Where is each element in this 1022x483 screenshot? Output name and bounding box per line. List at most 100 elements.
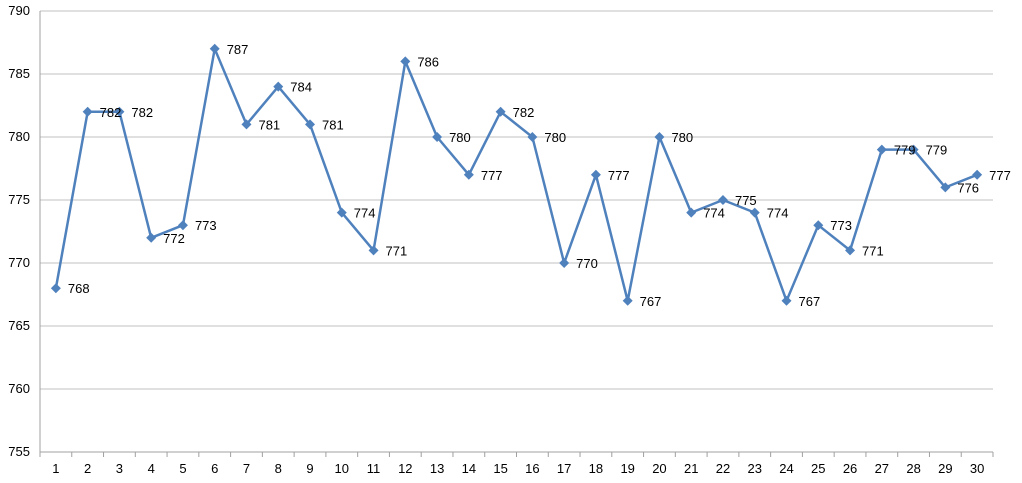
- data-label: 768: [68, 281, 90, 296]
- x-tick-label: 8: [275, 461, 282, 476]
- data-label: 781: [258, 117, 280, 132]
- x-tick-label: 16: [525, 461, 539, 476]
- data-point-marker: [686, 207, 697, 218]
- x-tick-label: 14: [462, 461, 476, 476]
- x-tick-label: 4: [148, 461, 155, 476]
- data-point-marker: [749, 207, 760, 218]
- y-tick-labels: 755 760 765 770 775 780 785 790: [8, 3, 30, 459]
- data-label: 770: [576, 256, 598, 271]
- data-label: 772: [163, 231, 185, 246]
- axes: [39, 11, 994, 457]
- x-tick-label: 20: [652, 461, 666, 476]
- data-label: 779: [926, 143, 948, 158]
- data-point-marker: [273, 81, 284, 92]
- y-tick-label: 780: [8, 129, 30, 144]
- data-label: 777: [608, 168, 630, 183]
- x-tick-label: 25: [811, 461, 825, 476]
- data-point-marker: [972, 169, 983, 180]
- data-label: 771: [862, 243, 884, 258]
- data-point-marker: [432, 132, 443, 142]
- x-tick-label: 6: [211, 461, 218, 476]
- x-tick-label: 13: [430, 461, 444, 476]
- data-point-marker: [241, 119, 252, 130]
- data-label: 780: [671, 130, 693, 145]
- x-tick-label: 3: [116, 461, 123, 476]
- data-labels: 768 782 782 772 773 787 781 784 781 774 771 786 780 7…: [68, 42, 1011, 309]
- x-tick-label: 28: [906, 461, 920, 476]
- data-point-marker: [368, 245, 379, 256]
- x-tick-label: 26: [843, 461, 857, 476]
- data-point-marker: [876, 144, 887, 155]
- data-label: 781: [322, 117, 344, 132]
- x-tick-label: 7: [243, 461, 250, 476]
- data-label: 774: [767, 206, 789, 221]
- x-tick-label: 15: [493, 461, 507, 476]
- x-tick-label: 9: [306, 461, 313, 476]
- y-tick-label: 755: [8, 444, 30, 459]
- data-label: 782: [100, 105, 122, 120]
- data-label: 780: [449, 130, 471, 145]
- y-tick-label: 765: [8, 318, 30, 333]
- x-tick-label: 10: [335, 461, 349, 476]
- data-point-marker: [908, 144, 919, 155]
- markers: [50, 43, 983, 306]
- data-point-marker: [527, 132, 538, 142]
- data-label: 787: [227, 42, 249, 57]
- data-point-marker: [463, 169, 474, 180]
- data-label: 771: [386, 243, 408, 258]
- data-label: 777: [481, 168, 503, 183]
- data-point-marker: [400, 56, 411, 67]
- x-tick-label: 21: [684, 461, 698, 476]
- x-tick-label: 1: [52, 461, 59, 476]
- data-point-marker: [717, 195, 728, 205]
- data-label: 773: [830, 218, 852, 233]
- x-tick-label: 27: [875, 461, 889, 476]
- data-label: 779: [894, 143, 916, 158]
- data-point-marker: [495, 106, 506, 117]
- data-point-marker: [845, 245, 856, 256]
- x-tick-label: 17: [557, 461, 571, 476]
- data-label: 782: [513, 105, 535, 120]
- x-tick-label: 24: [779, 461, 793, 476]
- x-tick-label: 19: [620, 461, 634, 476]
- y-tick-label: 760: [8, 381, 30, 396]
- x-tick-label: 23: [748, 461, 762, 476]
- data-label: 782: [131, 105, 153, 120]
- data-point-marker: [177, 220, 188, 231]
- data-point-marker: [50, 283, 61, 294]
- data-label: 767: [799, 294, 821, 309]
- x-tick-label: 29: [938, 461, 952, 476]
- data-label: 777: [989, 168, 1011, 183]
- data-label: 780: [544, 130, 566, 145]
- data-label: 774: [703, 206, 725, 221]
- x-tick-label: 30: [970, 461, 984, 476]
- data-point-marker: [813, 220, 824, 231]
- series-line-group: [54, 47, 978, 303]
- y-tick-label: 785: [8, 66, 30, 81]
- data-point-marker: [590, 169, 601, 180]
- data-point-marker: [940, 182, 951, 193]
- x-tick-label: 18: [589, 461, 603, 476]
- data-point-marker: [559, 258, 570, 268]
- x-tick-labels: 1 2 3 4 5 6 7 8 9 10 11 12 13 14 15 16 17 18 19 20 21 22 23 24 2…: [52, 461, 984, 476]
- y-tick-label: 770: [8, 255, 30, 270]
- data-label: 774: [354, 206, 376, 221]
- data-label: 776: [957, 180, 979, 195]
- data-label: 786: [417, 54, 439, 69]
- data-point-marker: [82, 106, 93, 117]
- y-tick-label: 775: [8, 192, 30, 207]
- data-point-marker: [305, 119, 316, 130]
- data-point-marker: [146, 232, 157, 243]
- data-point-marker: [781, 295, 792, 306]
- x-tick-label: 12: [398, 461, 412, 476]
- data-point-marker: [209, 43, 220, 54]
- gridlines: [40, 10, 993, 390]
- data-point-marker: [336, 207, 347, 218]
- data-point-marker: [114, 106, 125, 117]
- data-label: 767: [640, 294, 662, 309]
- data-label: 775: [735, 193, 757, 208]
- x-tick-label: 2: [84, 461, 91, 476]
- data-label: 773: [195, 218, 217, 233]
- x-tick-label: 22: [716, 461, 730, 476]
